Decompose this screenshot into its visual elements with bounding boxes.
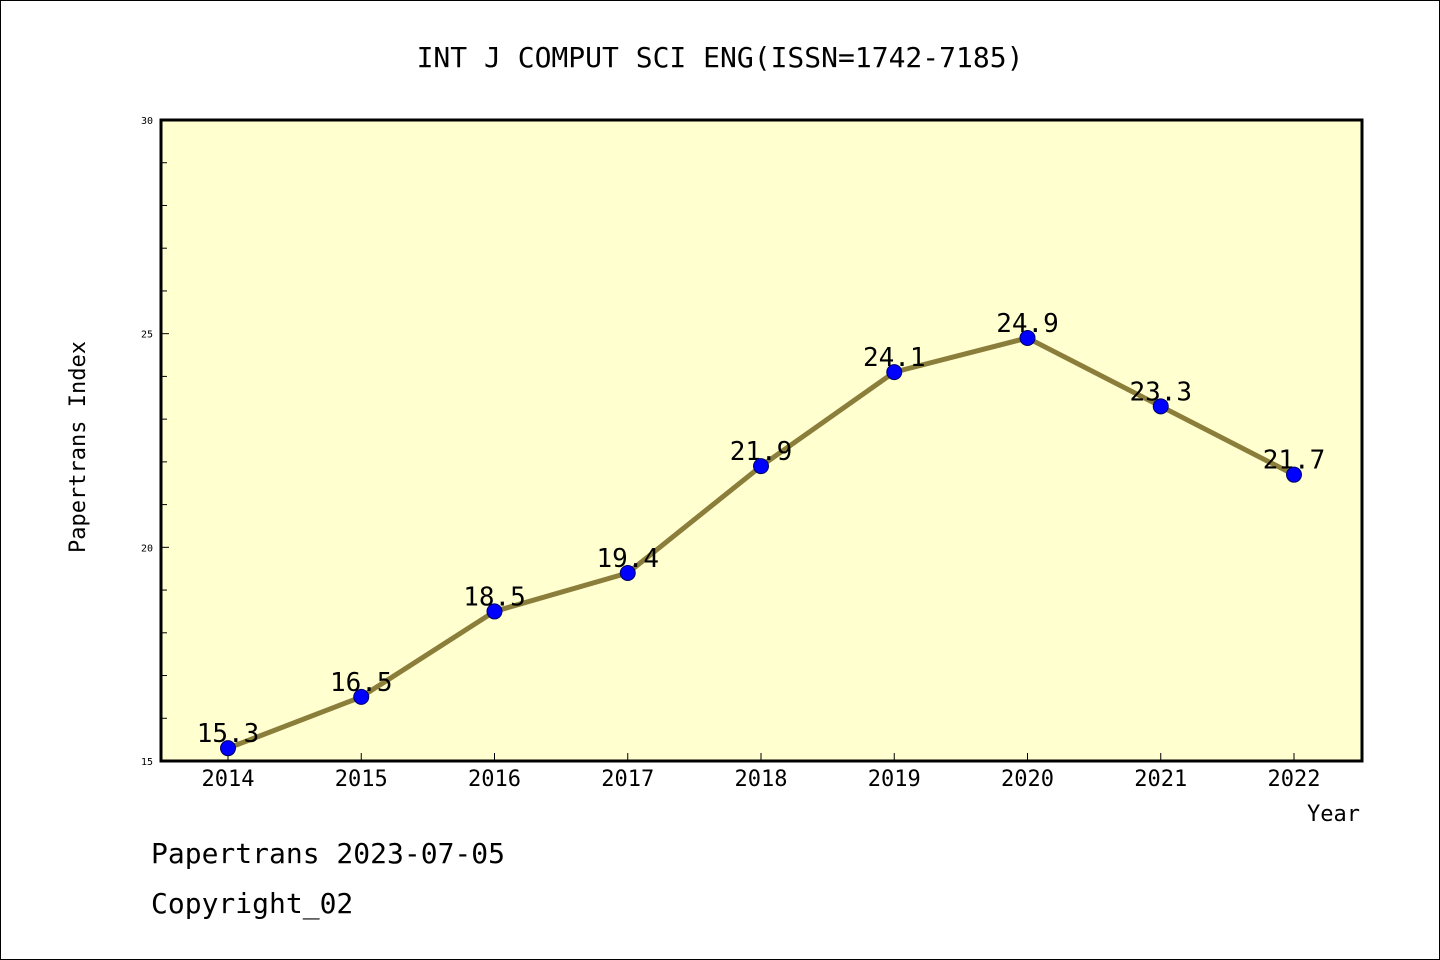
x-tick-label: 2021: [1134, 767, 1187, 792]
chart-title: INT J COMPUT SCI ENG(ISSN=1742-7185): [417, 41, 1024, 74]
data-point-marker: [353, 688, 370, 705]
data-point-marker: [619, 564, 636, 581]
x-tick-label: 2020: [1001, 767, 1054, 792]
data-point-marker: [1152, 398, 1169, 415]
x-tick-label: 2019: [868, 767, 921, 792]
data-point-marker: [1286, 466, 1302, 483]
x-tick-label: 2014: [202, 767, 255, 792]
x-axis: 2014 2015 2016 2017 2018 2019 2020 2021 2022: [202, 753, 1321, 792]
footer-copyright-label: Copyright_02: [151, 887, 354, 920]
data-point-marker: [486, 603, 503, 620]
y-tick-label: 20: [141, 543, 153, 554]
data-point-marker: [1019, 329, 1036, 346]
y-tick-label: 15: [141, 757, 153, 768]
y-axis-label: Papertrans Index: [66, 341, 91, 553]
footer-date-label: Papertrans 2023-07-05: [151, 837, 506, 870]
x-tick-label: 2016: [468, 767, 521, 792]
data-point-marker: [753, 458, 769, 475]
x-tick-label: 2018: [735, 767, 788, 792]
data-point-marker: [220, 740, 236, 757]
x-axis-label: Year: [1307, 802, 1360, 827]
y-tick-label: 30: [141, 116, 153, 127]
x-tick-label: 2022: [1268, 767, 1321, 792]
x-tick-label: 2017: [601, 767, 654, 792]
series-line-group: 15.316.518.519.421.924.124.923.321.7: [197, 309, 1325, 757]
y-tick-label: 25: [141, 330, 153, 341]
plot-area: [159, 118, 1364, 763]
x-tick-label: 2015: [335, 767, 388, 792]
y-axis: 15 20 25 30: [141, 116, 169, 768]
data-point-marker: [886, 364, 903, 381]
